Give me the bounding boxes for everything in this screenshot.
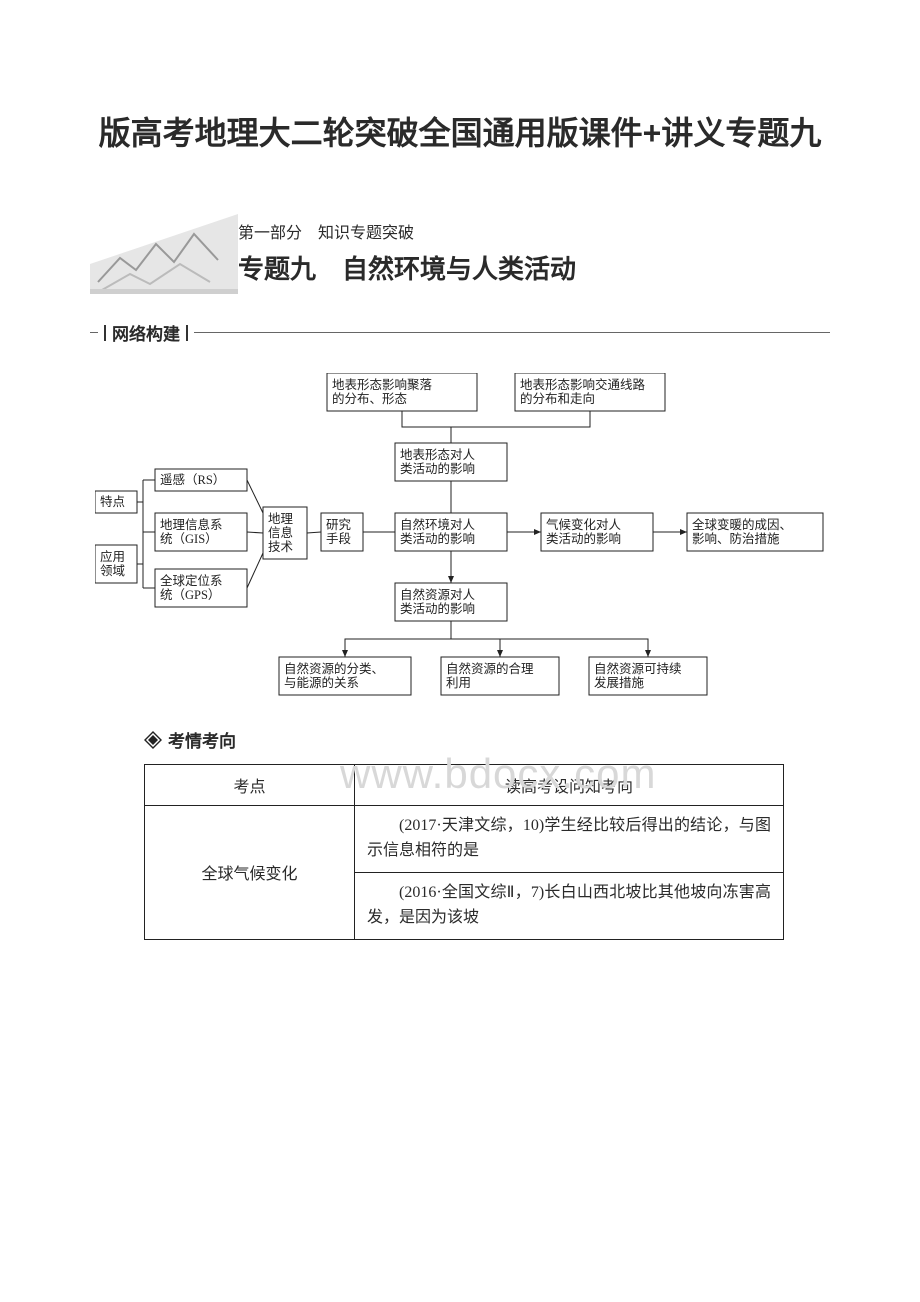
svg-text:利用: 利用 [446,676,471,690]
svg-text:自然资源对人: 自然资源对人 [400,587,476,602]
svg-text:全球变暖的成因、: 全球变暖的成因、 [692,517,792,532]
svg-text:自然资源的分类、: 自然资源的分类、 [284,661,384,676]
svg-text:类活动的影响: 类活动的影响 [400,601,475,616]
svg-text:发展措施: 发展措施 [594,675,645,690]
svg-text:地表形态对人: 地表形态对人 [400,448,476,462]
svg-text:类活动的影响: 类活动的影响 [400,461,475,476]
svg-text:特点: 特点 [100,494,125,509]
concept-diagram: 地表形态影响聚落的分布、形态地表形态影响交通线路的分布和走向地表形态对人类活动的… [95,373,825,703]
table-header-row: 考点 读高考设问知考向 [145,765,784,806]
svg-text:统（GIS）: 统（GIS） [160,532,218,546]
question-cell: (2017·天津文综，10)学生经比较后得出的结论，与图示信息相符的是 [355,806,784,873]
svg-text:地理信息系: 地理信息系 [160,517,223,532]
question-text: (2016·全国文综Ⅱ，7)长白山西北坡比其他坡向冻害高发，是因为该坡 [367,884,771,926]
svg-text:研究: 研究 [326,517,352,532]
svg-text:气候变化对人: 气候变化对人 [546,517,622,532]
svg-text:自然资源的合理: 自然资源的合理 [446,661,534,676]
bar-icon [186,325,188,341]
svg-text:信息: 信息 [268,525,293,540]
question-cell: (2016·全国文综Ⅱ，7)长白山西北坡比其他坡向冻害高发，是因为该坡 [355,872,784,939]
part-label: 第一部分 知识专题突破 [238,219,576,243]
svg-text:自然环境对人: 自然环境对人 [400,517,476,532]
chapter-banner: 第一部分 知识专题突破 专题九 自然环境与人类活动 [90,204,830,294]
svg-text:地表形态影响聚落: 地表形态影响聚落 [332,377,433,392]
table-row: 全球气候变化 (2017·天津文综，10)学生经比较后得出的结论，与图示信息相符… [145,806,784,873]
chapter-title: 专题九 自然环境与人类活动 [238,249,576,286]
svg-text:技术: 技术 [268,540,294,554]
svg-text:与能源的关系: 与能源的关系 [284,675,359,690]
dash-right [194,332,830,333]
svg-text:的分布和走向: 的分布和走向 [520,391,595,406]
col-header-topic: 考点 [145,765,355,806]
topic-cell: 全球气候变化 [145,806,355,939]
mountain-art-icon [90,204,238,294]
col-header-question: 读高考设问知考向 [355,765,784,806]
svg-text:全球定位系: 全球定位系 [160,573,223,588]
section-heading-label: 网络构建 [112,320,180,345]
banner-art [90,204,238,294]
svg-text:遥感（RS）: 遥感（RS） [160,472,225,487]
svg-text:自然资源可持续: 自然资源可持续 [594,661,682,676]
section-heading-exam: 考情考向 [144,727,830,752]
svg-text:手段: 手段 [326,531,351,546]
svg-text:的分布、形态: 的分布、形态 [332,391,407,406]
question-text: (2017·天津文综，10)学生经比较后得出的结论，与图示信息相符的是 [367,817,771,859]
page-title: 版高考地理大二轮突破全国通用版课件+讲义专题九 [90,110,830,156]
svg-text:地表形态影响交通线路: 地表形态影响交通线路 [520,377,646,392]
dash-left [90,332,98,333]
svg-text:影响、防治措施: 影响、防治措施 [692,531,780,546]
svg-text:统（GPS）: 统（GPS） [160,588,220,602]
bar-icon [104,325,106,341]
exam-table: 考点 读高考设问知考向 全球气候变化 (2017·天津文综，10)学生经比较后得… [144,764,784,939]
svg-text:类活动的影响: 类活动的影响 [400,531,475,546]
diamond-icon [144,731,162,749]
section-heading-network: 网络构建 [90,320,830,345]
exam-heading-label: 考情考向 [168,727,236,752]
svg-text:领域: 领域 [100,564,125,578]
svg-text:地理: 地理 [268,512,294,526]
svg-text:类活动的影响: 类活动的影响 [546,531,621,546]
svg-text:应用: 应用 [100,549,125,564]
